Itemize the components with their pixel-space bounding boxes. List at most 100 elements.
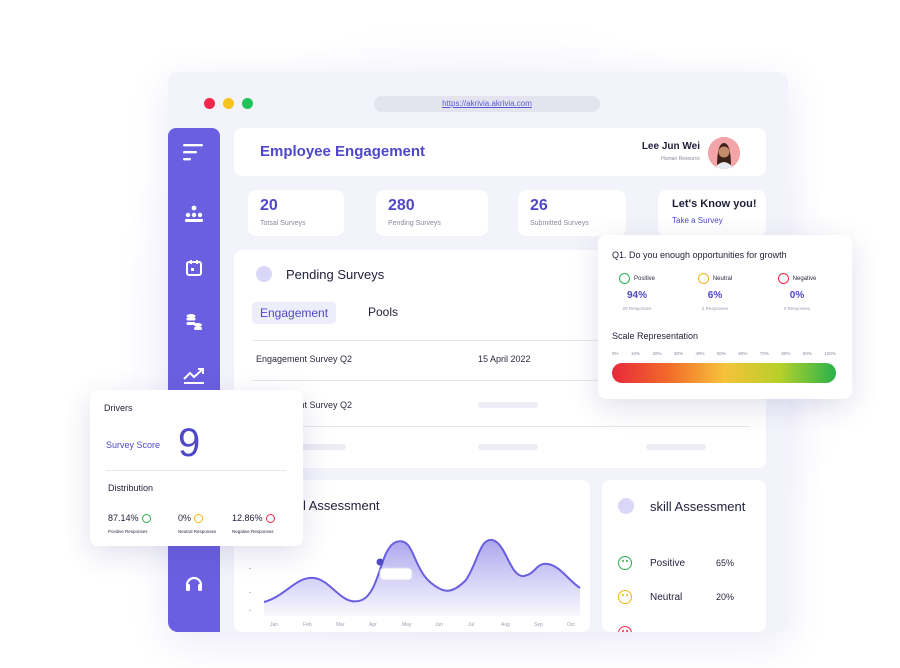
question-title: Q1. Do you enough opportunities for grow… <box>612 250 787 260</box>
trend-chart-icon[interactable] <box>182 364 206 388</box>
result-percent: 94% <box>626 290 647 301</box>
stat-label: Submitted Surveys <box>530 220 589 227</box>
tab-engagement[interactable]: Engagement <box>252 302 337 324</box>
take-survey-card: Let's Know you! Take a Survey <box>658 190 766 236</box>
skeleton-bar <box>478 402 538 408</box>
section-title: Pending Surveys <box>286 267 385 282</box>
skeleton-bar <box>478 444 538 450</box>
minimize-window-dot[interactable] <box>223 98 234 109</box>
x-axis-label: Jan <box>270 622 278 628</box>
sad-face-icon <box>265 513 275 523</box>
chart-title: Skill Assessment <box>282 498 380 513</box>
skill-percent: 65% <box>716 558 735 568</box>
stat-value: 20 <box>260 197 278 214</box>
row-divider <box>252 380 750 381</box>
result-responses: 0 Responses <box>783 306 811 311</box>
stat-label: Totsal Surveys <box>260 220 306 227</box>
stat-value: 280 <box>388 197 415 214</box>
x-axis-label: Jun <box>435 622 443 628</box>
scale-title: Scale Representation <box>612 331 699 341</box>
drivers-title: Drivers <box>104 403 133 413</box>
section-title: skill Assessment <box>650 499 746 514</box>
sad-face-icon <box>777 273 789 284</box>
smile-icon <box>141 513 151 523</box>
drivers-card: Drivers Survey Score 9 Distribution 87.1… <box>90 390 303 546</box>
stat-label: Pending Surveys <box>388 220 441 227</box>
user-role: Human Resource <box>661 156 700 162</box>
sad-face-icon <box>618 626 632 632</box>
x-axis-label: Mar <box>336 622 345 628</box>
result-responses: 29 Responses <box>622 306 652 311</box>
result-responses: 2 Responses <box>701 306 729 311</box>
area-fill <box>264 539 580 616</box>
area-line <box>263 538 581 603</box>
distribution-caption: Negative Responses <box>232 529 274 534</box>
close-window-dot[interactable] <box>204 98 215 109</box>
calendar-icon[interactable] <box>182 256 206 280</box>
x-axis-label: Sep <box>534 622 543 628</box>
take-survey-link[interactable]: Take a Survey <box>672 216 723 225</box>
x-axis-label: Oct <box>567 622 575 628</box>
maximize-window-dot[interactable] <box>242 98 253 109</box>
team-icon[interactable] <box>182 202 206 226</box>
positive-result: Positive 94% 29 Responses <box>602 273 672 311</box>
avatar[interactable] <box>708 137 740 169</box>
negative-distribution: 12.86% Negative Responses <box>232 513 275 534</box>
database-icon[interactable] <box>182 310 206 334</box>
scale-tick-label: 50% <box>716 351 726 356</box>
skill-label: Positive <box>650 557 686 569</box>
skill-summary-card: skill Assessment Positive 65% Neutral 20… <box>602 480 766 632</box>
survey-score-value: 9 <box>178 421 201 465</box>
neutral-face-icon <box>618 590 632 604</box>
chart-marker[interactable] <box>376 558 384 566</box>
x-axis-label: May <box>402 622 412 628</box>
skill-assessment-chart-card: Skill Assessment Jan Feb Mar Apr May Jun Jul Au… <box>234 480 590 632</box>
question-results-card: Q1. Do you enough opportunities for grow… <box>598 235 852 399</box>
scale-tick-label: 80% <box>781 351 791 356</box>
sidebar <box>168 128 220 632</box>
neutral-result: Neutral 6% 2 Responses <box>680 273 750 311</box>
menu-icon[interactable] <box>182 140 206 164</box>
negative-result: Negative 0% 0 Responses <box>762 273 832 311</box>
neutral-face-icon <box>194 513 204 523</box>
divider <box>106 470 286 471</box>
result-label: Neutral <box>712 275 733 282</box>
address-bar[interactable]: https://akrivia.akrivia.com <box>374 96 600 112</box>
x-axis-label: Aug <box>501 622 510 628</box>
area-chart: Jan Feb Mar Apr May Jun Jul Aug Sep Oct <box>249 520 581 628</box>
stat-card-pending: 280 Pending Surveys <box>376 190 488 236</box>
x-axis-label: Apr <box>369 622 377 628</box>
distribution-value: 87.14% <box>108 513 139 523</box>
stat-value: 26 <box>530 197 548 214</box>
list-item: Neutral <box>618 590 682 604</box>
tab-pools[interactable]: Pools <box>368 305 399 319</box>
survey-name[interactable]: Engagement Survey Q2 <box>256 400 353 410</box>
row-divider <box>252 426 750 427</box>
scale-tick-label: 0% <box>612 351 619 356</box>
result-label: Positive <box>633 275 655 282</box>
smile-icon <box>618 273 630 284</box>
page-title: Employee Engagement <box>260 143 426 160</box>
header-bar: Employee Engagement Lee Jun Wei Human Re… <box>234 128 766 176</box>
skeleton-bar <box>646 444 706 450</box>
scale-tick-label: 100% <box>824 351 836 356</box>
survey-score-label: Survey Score <box>106 440 161 450</box>
x-axis-label: Feb <box>303 622 312 628</box>
x-axis-label: Jul <box>468 622 474 628</box>
scale-ticks: 0% 10% 20% 30% 40% 50% 60% 70% 80% 90% 100% <box>612 351 836 356</box>
cta-title: Let's Know you! <box>672 198 757 210</box>
distribution-label: Distribution <box>108 483 154 493</box>
result-percent: 0% <box>789 290 805 301</box>
positive-distribution: 87.14% Positive Responses <box>108 513 151 534</box>
user-name: Lee Jun Wei <box>641 141 700 152</box>
scale-tick-label: 30% <box>673 351 683 356</box>
survey-name[interactable]: Engagement Survey Q2 <box>256 354 353 364</box>
skill-percent: 20% <box>716 592 735 602</box>
result-percent: 6% <box>707 290 723 301</box>
survey-date: 15 April 2022 <box>478 354 531 364</box>
scale-tick-label: 90% <box>802 351 812 356</box>
distribution-caption: Positive Responses <box>108 529 148 534</box>
result-label: Negative <box>792 275 817 282</box>
support-headset-icon[interactable] <box>182 572 206 596</box>
scale-tick-label: 70% <box>759 351 769 356</box>
